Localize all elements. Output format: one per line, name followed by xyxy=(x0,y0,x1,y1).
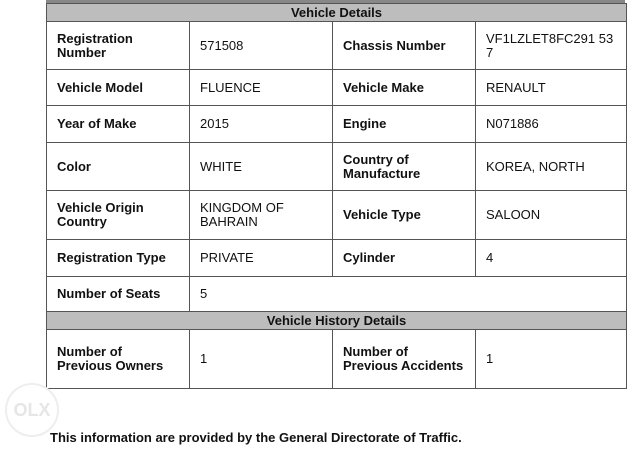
field-value: 2015 xyxy=(189,105,333,143)
field-label: Cylinder xyxy=(332,239,476,277)
field-value: SALOON xyxy=(475,190,627,240)
field-label: Registration Number xyxy=(46,21,190,70)
field-value: 1 xyxy=(189,329,333,389)
field-value: VF1LZLET8FC291 537 xyxy=(475,21,627,70)
section-header: Vehicle History Details xyxy=(45,311,628,330)
field-label: Vehicle Origin Country xyxy=(46,190,190,240)
field-label: Year of Make xyxy=(46,105,190,143)
field-value: KOREA, NORTH xyxy=(475,142,627,191)
field-value: 1 xyxy=(474,329,628,389)
field-label: Vehicle Model xyxy=(46,69,190,106)
field-label: Country of Manufacture xyxy=(332,142,476,191)
field-value: FLUENCE xyxy=(189,69,333,106)
field-label: Registration Type xyxy=(46,239,190,277)
field-label: Vehicle Type xyxy=(332,190,476,240)
field-value: PRIVATE xyxy=(189,239,333,277)
field-label: Color xyxy=(46,142,190,191)
field-value: RENAULT xyxy=(475,69,627,106)
field-label: Number of Previous Accidents xyxy=(332,329,476,389)
footer-note: This information are provided by the Gen… xyxy=(50,430,462,445)
vehicle-history-table: Vehicle History Details Number of Previo… xyxy=(45,311,628,389)
vehicle-details-table: Vehicle Details Registration Number 57150… xyxy=(46,3,627,312)
field-value: 4 xyxy=(475,239,627,277)
field-value: 571508 xyxy=(189,21,333,70)
field-value: 5 xyxy=(189,276,627,312)
field-value: WHITE xyxy=(189,142,333,191)
field-label: Number of Previous Owners xyxy=(46,329,190,389)
field-label: Engine xyxy=(332,105,476,143)
field-label: Chassis Number xyxy=(332,21,476,70)
field-label: Number of Seats xyxy=(46,276,190,312)
field-value: N071886 xyxy=(475,105,627,143)
field-label: Vehicle Make xyxy=(332,69,476,106)
section-header: Vehicle Details xyxy=(46,3,627,22)
table-top-edge xyxy=(46,0,625,3)
olx-watermark: OLX xyxy=(5,383,59,437)
field-value: KINGDOM OF BAHRAIN xyxy=(189,190,333,240)
